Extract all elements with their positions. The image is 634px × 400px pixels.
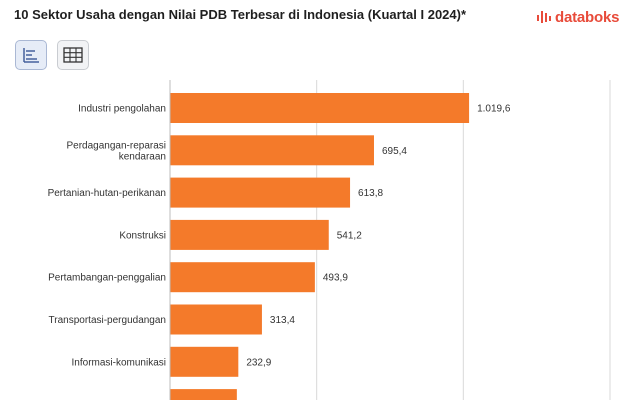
value-label-6: 313,4 xyxy=(270,315,295,326)
table-view-button[interactable] xyxy=(57,40,89,70)
category-label-3: Pertanian-hutan-perikanan xyxy=(48,188,166,199)
bar-8[interactable] xyxy=(170,389,237,400)
category-label-line: Transportasi-pergudangan xyxy=(49,315,166,326)
bar-view-button[interactable] xyxy=(15,40,47,70)
databoks-logo-text: databoks xyxy=(555,8,620,26)
bar-2[interactable] xyxy=(170,135,374,166)
category-label-6: Transportasi-pergudangan xyxy=(49,315,166,326)
value-label-5: 493,9 xyxy=(323,273,348,284)
bar-3[interactable] xyxy=(170,177,351,208)
category-label-line: Industri pengolahan xyxy=(78,104,166,115)
bar-1[interactable] xyxy=(170,93,470,123)
value-label-3: 613,8 xyxy=(358,188,383,199)
category-label-line: Informasi-komunikasi xyxy=(72,357,166,368)
databoks-logo: databoks xyxy=(536,7,619,27)
value-label-7: 232,9 xyxy=(246,357,271,368)
category-label-line: Perdagangan-reparasi xyxy=(66,140,166,151)
databoks-logo-icon xyxy=(537,11,551,23)
category-label-line: Konstruksi xyxy=(119,230,166,241)
category-label-line: Pertambangan-penggalian xyxy=(48,273,166,284)
category-label-5: Pertambangan-penggalian xyxy=(48,273,166,284)
bar-6[interactable] xyxy=(170,304,262,335)
bar-4[interactable] xyxy=(170,219,329,250)
bar-5[interactable] xyxy=(170,262,315,293)
value-label-2: 695,4 xyxy=(382,146,407,157)
category-label-4: Konstruksi xyxy=(119,230,166,241)
bar-chart-icon xyxy=(23,48,39,63)
bar-7[interactable] xyxy=(170,346,239,377)
value-label-1: 1.019,6 xyxy=(477,104,511,115)
category-label-2: Perdagangan-reparasi kendaraan xyxy=(66,140,166,162)
category-label-7: Informasi-komunikasi xyxy=(72,357,166,368)
table-grid-icon xyxy=(63,47,83,63)
category-label-line: kendaraan xyxy=(119,151,166,162)
category-label-line: Pertanian-hutan-perikanan xyxy=(48,188,166,199)
category-label-1: Industri pengolahan xyxy=(78,104,166,115)
value-label-4: 541,2 xyxy=(337,230,362,241)
bar-chart: 1.019,6 Industri pengolahan 695,4 Perdagang… xyxy=(48,80,611,400)
chart-title: 10 Sektor Usaha dengan Nilai PDB Terbesa… xyxy=(14,7,467,22)
